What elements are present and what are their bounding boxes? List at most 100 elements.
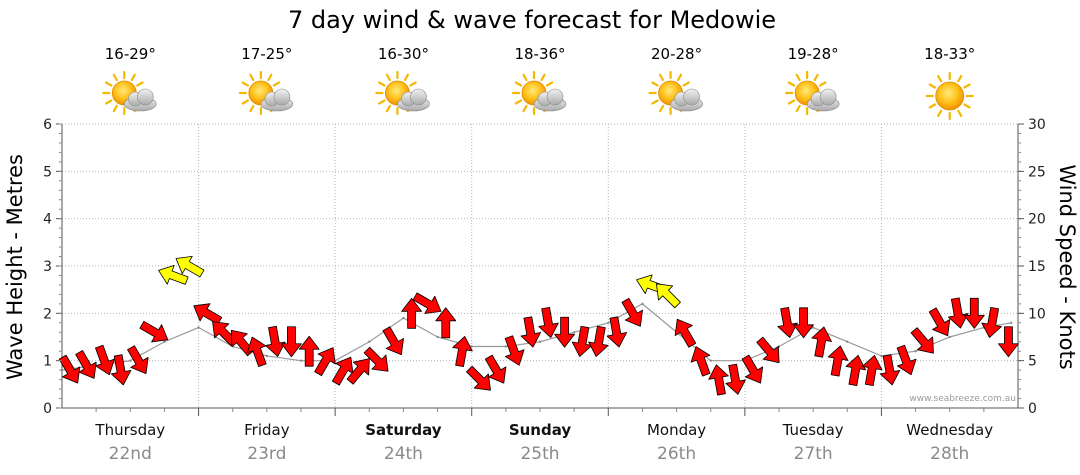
sun-ray	[514, 99, 523, 105]
wind-arrow	[998, 326, 1019, 358]
wind-arrow	[861, 354, 883, 387]
sun-ray	[963, 83, 971, 89]
wind-arrow-shape	[777, 306, 798, 338]
cloud-puff	[546, 88, 564, 106]
wind-arrow-shape	[281, 326, 302, 358]
wind-arrow	[363, 346, 389, 372]
wind-arrow-shape	[520, 316, 542, 348]
wind-arrow-shape	[756, 336, 780, 364]
sun-ray	[249, 104, 255, 113]
wave-height-point	[163, 340, 166, 343]
sun-ray	[651, 99, 659, 105]
sun-ray	[787, 81, 796, 87]
wind-arrow-shape	[571, 325, 593, 357]
wind-arrow	[412, 292, 442, 314]
wind-arrow	[621, 297, 643, 327]
left-tick-label: 1	[43, 354, 52, 370]
wind-arrow	[298, 335, 320, 367]
temperature-label: 20-28°	[651, 45, 702, 63]
sun-ray	[937, 74, 943, 83]
wind-arrow-shape	[95, 344, 115, 376]
sun-ray	[378, 99, 386, 105]
sun-disc	[935, 81, 965, 111]
credit-text: www.seabreeze.com.au	[909, 394, 1016, 404]
day-name-label: Thursday	[94, 421, 165, 439]
wind-arrow-shape	[725, 363, 746, 395]
wind-arrow	[827, 345, 849, 377]
wind-arrow	[281, 326, 302, 358]
wave-height-point	[607, 321, 610, 324]
wind-arrow-shape	[998, 326, 1019, 358]
cloud-shape	[260, 88, 294, 112]
wind-arrow-shape	[554, 316, 575, 348]
wind-arrow-shape	[193, 303, 223, 325]
wind-arrow	[756, 336, 780, 364]
day-name-label: Monday	[647, 421, 706, 439]
sun-ray	[787, 99, 796, 105]
sun-ray	[112, 104, 118, 113]
sun-ray	[928, 83, 937, 89]
wind-arrow-shape	[606, 316, 628, 348]
wind-arrow	[95, 344, 115, 376]
wind-arrow	[571, 325, 593, 357]
wave-height-point	[129, 359, 132, 362]
wind-arrow	[265, 325, 286, 357]
sun-ray	[682, 81, 690, 87]
sun-ray	[403, 73, 410, 82]
wind-arrow-shape	[621, 297, 643, 327]
wind-arrow	[656, 283, 681, 309]
wind-arrow-shape	[861, 354, 883, 387]
wind-arrow	[538, 306, 559, 338]
temperature-label: 16-29°	[105, 45, 156, 63]
sun-ray	[819, 81, 827, 87]
right-tick-label: 15	[1028, 259, 1046, 275]
sun-ray	[104, 81, 113, 87]
wind-arrow-shape	[981, 306, 1002, 338]
wave-height-point	[914, 350, 917, 353]
wind-arrow-shape	[363, 346, 389, 372]
wave-height-point	[880, 354, 883, 358]
day-name-label: Sunday	[509, 421, 572, 439]
cloud-shape	[670, 88, 703, 112]
wave-height-point	[368, 340, 371, 343]
left-tick-label: 2	[43, 306, 52, 322]
wind-arrow-shape	[948, 297, 969, 329]
sun-ray	[522, 73, 528, 82]
wave-height-point	[299, 359, 303, 362]
wind-arrow-shape	[412, 292, 442, 314]
sun-ray	[104, 99, 113, 105]
cloud-puff	[683, 88, 700, 106]
cloud-puff	[410, 88, 427, 106]
wind-arrow-shape	[466, 365, 491, 391]
sun-ray	[651, 81, 659, 87]
wind-arrow	[193, 303, 223, 325]
sun-ray	[522, 104, 528, 113]
wind-arrow-shape	[708, 364, 729, 396]
wind-arrow-shape	[811, 326, 832, 358]
sun-ray	[112, 73, 118, 82]
wind-arrow	[401, 297, 423, 329]
partly-cloudy-icon	[785, 70, 840, 116]
temperature-label: 18-33°	[924, 45, 975, 63]
sun-ray	[385, 104, 392, 113]
day-name-label: Saturday	[365, 421, 442, 439]
partly-cloudy-icon	[511, 70, 567, 116]
cloud-shape	[123, 88, 157, 112]
sun-ray	[130, 73, 136, 82]
wind-arrow-shape	[401, 297, 423, 329]
temperature-label: 17-25°	[241, 45, 292, 63]
weather-row: 16-29° 17-25° 16-30° 18-36° 20-28° 19-28° 18-3…	[102, 45, 975, 121]
wind-arrow-shape	[435, 307, 457, 339]
wind-arrow	[811, 326, 832, 358]
wind-arrow	[452, 336, 473, 368]
wind-arrow	[246, 336, 267, 368]
wind-arrow	[382, 326, 404, 356]
wind-arrow-shape	[139, 320, 169, 343]
left-tick-label: 5	[43, 164, 52, 180]
wind-arrow-shape	[246, 336, 267, 368]
wind-arrow-shape	[928, 307, 951, 337]
sun-ray	[795, 73, 801, 82]
temperature-label: 16-30°	[378, 45, 429, 63]
wave-height-point	[265, 354, 269, 358]
